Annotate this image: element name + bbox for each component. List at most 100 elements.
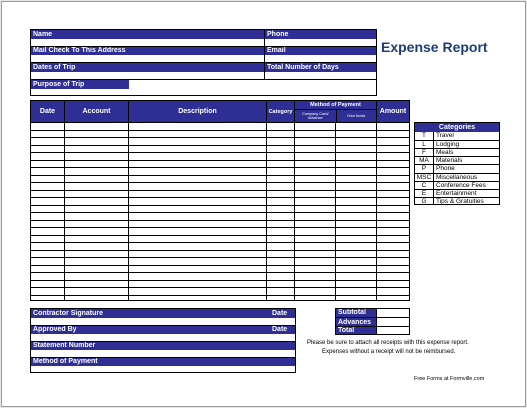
category-name: Materials <box>436 157 463 165</box>
method-of-payment-label: Method of Payment <box>295 101 376 110</box>
statement-number-label: Statement Number <box>31 341 295 350</box>
table-row[interactable] <box>31 189 409 191</box>
col-method-of-payment: Method of Payment Company Card/ Advance … <box>294 101 376 122</box>
table-row[interactable] <box>31 219 409 221</box>
table-row[interactable] <box>31 129 409 131</box>
category-code: T <box>422 132 426 139</box>
total-days-field[interactable] <box>265 72 376 79</box>
dates-field[interactable] <box>31 72 264 79</box>
mail-check-label: Mail Check To This Address <box>31 46 264 55</box>
table-body[interactable] <box>31 122 409 300</box>
category-row: MSC Miscellaneous <box>415 172 499 181</box>
column-divider <box>64 122 65 300</box>
table-row[interactable] <box>31 159 409 161</box>
category-name: Meals <box>436 149 454 157</box>
method-of-payment-label: Method of Payment <box>31 357 295 366</box>
table-row[interactable] <box>31 294 409 296</box>
category-row: F Meals <box>415 148 499 156</box>
advances-label: Advances <box>336 317 376 326</box>
table-row[interactable] <box>31 234 409 236</box>
signature-box: Contractor Signature Date Approved By Da… <box>30 308 296 373</box>
subtotal-label: Subtotal <box>336 309 376 317</box>
table-row[interactable] <box>31 152 409 153</box>
email-field[interactable] <box>265 55 376 62</box>
table-row[interactable] <box>31 249 409 251</box>
column-divider <box>294 122 295 300</box>
table-row[interactable] <box>31 287 409 288</box>
approved-by-label: Approved By <box>31 325 270 334</box>
category-code: G <box>421 197 427 205</box>
total-value[interactable] <box>376 326 409 334</box>
table-row[interactable] <box>31 242 409 243</box>
receipt-note-1: Please be sure to attach all receipts wi… <box>307 340 469 346</box>
category-name: Entertainment <box>436 189 477 197</box>
table-row[interactable] <box>31 212 409 213</box>
categories-title: Categories <box>415 123 499 132</box>
category-name: Conference Fees <box>436 181 486 189</box>
category-code: MA <box>419 157 429 165</box>
category-row: MA Materials <box>415 156 499 164</box>
divider <box>31 325 295 326</box>
date-label: Date <box>270 309 295 318</box>
name-field[interactable] <box>31 39 264 46</box>
approved-by-field[interactable] <box>31 334 295 341</box>
table-row[interactable] <box>31 122 409 123</box>
date-label: Date <box>270 325 295 334</box>
column-divider <box>376 122 377 300</box>
col-account: Account <box>64 101 128 122</box>
table-row[interactable] <box>31 182 409 183</box>
category-code: E <box>421 189 427 197</box>
divider <box>264 30 265 80</box>
column-divider <box>433 132 434 205</box>
contractor-signature-label: Contractor Signature <box>31 309 270 318</box>
table-row[interactable] <box>31 227 409 228</box>
table-row[interactable] <box>31 204 409 206</box>
phone-field[interactable] <box>265 39 376 46</box>
table-row[interactable] <box>31 279 409 281</box>
categories-legend: Categories T Travel L Lodging F Meals MA Materi… <box>414 122 500 205</box>
table-header: Date Account Description Category Method… <box>31 101 409 122</box>
category-name: Lodging <box>436 141 460 149</box>
col-category-label: Category <box>268 108 293 115</box>
category-code: L <box>422 141 426 149</box>
table-row[interactable] <box>31 137 409 138</box>
table-row[interactable] <box>31 197 409 198</box>
table-row[interactable] <box>31 167 409 168</box>
col-description: Description <box>128 101 266 122</box>
category-code: MSC <box>416 173 432 181</box>
column-divider <box>266 122 267 300</box>
category-row: P Phone <box>415 164 499 172</box>
category-row: L Lodging <box>415 140 499 148</box>
table-row[interactable] <box>31 174 409 176</box>
col-amount: Amount <box>376 101 409 122</box>
purpose-label: Purpose of Trip <box>31 80 129 89</box>
category-row: E Entertainment <box>415 188 499 197</box>
divider <box>31 79 376 80</box>
category-row: C Conference Fees <box>415 180 499 189</box>
divider <box>31 46 376 47</box>
address-field[interactable] <box>31 55 264 62</box>
contractor-signature-field[interactable] <box>31 318 295 325</box>
table-row[interactable] <box>31 272 409 273</box>
dates-of-trip-label: Dates of Trip <box>31 63 264 72</box>
table-row[interactable] <box>31 144 409 146</box>
expense-table: Date Account Description Category Method… <box>30 100 410 301</box>
category-row: T Travel <box>415 132 499 140</box>
advances-value[interactable] <box>376 317 409 326</box>
category-code: C <box>421 181 427 189</box>
total-days-label: Total Number of Days <box>265 63 376 72</box>
subtotal-value[interactable] <box>376 309 409 317</box>
category-name: Travel <box>436 132 454 139</box>
col-company-card: Company Card/ Advance <box>301 112 329 120</box>
col-date: Date <box>31 101 64 122</box>
category-name: Tips & Gratuities <box>436 197 484 205</box>
table-row[interactable] <box>31 257 409 258</box>
statement-number-field[interactable] <box>31 350 295 357</box>
category-row: G Tips & Gratuities <box>415 196 499 205</box>
category-name: Miscellaneous <box>436 173 478 181</box>
purpose-field[interactable] <box>31 89 376 96</box>
phone-label: Phone <box>265 30 376 39</box>
method-of-payment-field[interactable] <box>31 366 295 372</box>
total-label: Total <box>336 326 376 334</box>
table-row[interactable] <box>31 264 409 266</box>
